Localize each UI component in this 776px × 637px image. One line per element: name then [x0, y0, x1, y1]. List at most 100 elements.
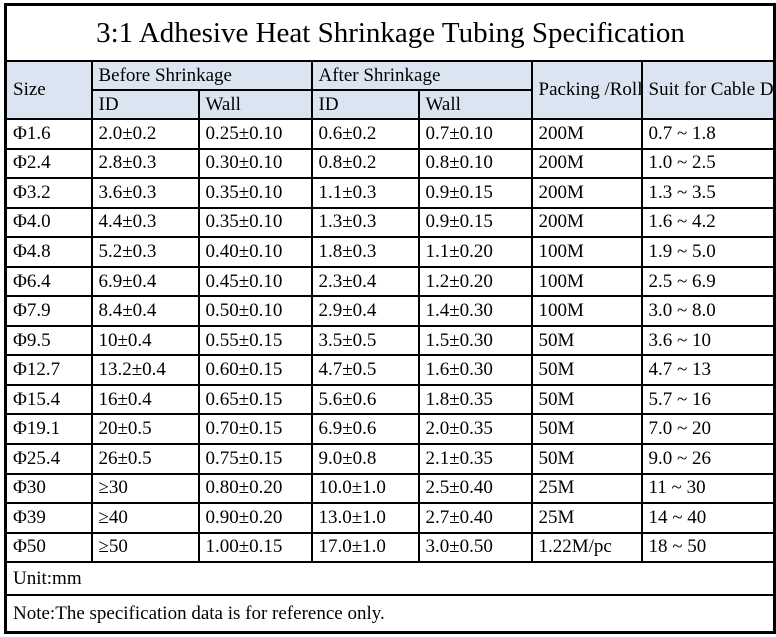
spec-table: 3:1 Adhesive Heat Shrinkage Tubing Speci… — [4, 3, 776, 634]
cell-before-id: ≥40 — [90, 502, 200, 534]
cell-before-id: 2.8±0.3 — [90, 147, 200, 180]
unit-row: Unit:mm — [4, 561, 776, 597]
cell-cable-range: 3.6 ~ 10 — [640, 324, 776, 357]
cell-packing-roll: 100M — [530, 295, 643, 327]
table-row: Φ12.7 13.2±0.4 0.60±0.15 4.7±0.5 1.6±0.30 50M… — [4, 354, 776, 386]
header-row-sub: ID Wall ID Wall — [6, 89, 775, 120]
cell-after-id: 9.0±0.8 — [310, 443, 420, 475]
col-header-after-shrinkage: After Shrinkage — [310, 60, 533, 91]
cell-after-wall: 1.5±0.30 — [417, 324, 533, 357]
cell-after-wall: 3.0±0.50 — [417, 531, 533, 564]
cell-cable-range: 9.0 ~ 26 — [640, 443, 776, 475]
cell-cable-range: 14 ~ 40 — [640, 502, 776, 534]
cell-packing-roll: 100M — [530, 265, 643, 298]
cell-packing-roll: 50M — [530, 383, 643, 416]
col-header-before-shrinkage: Before Shrinkage — [90, 60, 313, 91]
cell-after-id: 1.3±0.3 — [310, 206, 420, 239]
cell-cable-range: 18 ~ 50 — [640, 531, 776, 564]
cell-before-id: 13.2±0.4 — [90, 354, 200, 386]
cell-after-wall: 2.7±0.40 — [417, 502, 533, 534]
table-row: Φ3.2 3.6±0.3 0.35±0.10 1.1±0.3 0.9±0.15 200M 1… — [4, 177, 776, 209]
cell-size: Φ15.4 — [4, 383, 93, 416]
cell-packing-roll: 200M — [530, 147, 643, 180]
cell-before-wall: 0.35±0.10 — [197, 177, 313, 209]
cell-before-id: 10±0.4 — [90, 324, 200, 357]
table-row: Φ4.8 5.2±0.3 0.40±0.10 1.8±0.3 1.1±0.20 100M 1… — [4, 236, 776, 268]
col-header-size: Size — [4, 60, 93, 120]
col-header-before-id: ID — [90, 89, 200, 120]
cell-before-wall: 1.00±0.15 — [197, 531, 313, 564]
cell-cable-range: 1.3 ~ 3.5 — [640, 177, 776, 209]
cell-before-wall: 0.45±0.10 — [197, 265, 313, 298]
cell-before-wall: 0.25±0.10 — [197, 118, 313, 150]
table-row: Φ9.5 10±0.4 0.55±0.15 3.5±0.5 1.5±0.30 50M 3.6… — [4, 324, 776, 357]
cell-after-id: 0.8±0.2 — [310, 147, 420, 180]
cell-after-wall: 0.8±0.10 — [417, 147, 533, 180]
table-row: Φ19.1 20±0.5 0.70±0.15 6.9±0.6 2.0±0.35 50M 7.… — [4, 413, 776, 446]
cell-size: Φ1.6 — [4, 118, 93, 150]
table-row: Φ39 ≥40 0.90±0.20 13.0±1.0 2.7±0.40 25M 14 ~ 4… — [4, 502, 776, 534]
page-title: 3:1 Adhesive Heat Shrinkage Tubing Speci… — [4, 3, 776, 62]
cell-before-wall: 0.40±0.10 — [197, 236, 313, 268]
table-row: Φ30 ≥30 0.80±0.20 10.0±1.0 2.5±0.40 25M 11 ~ 3… — [4, 472, 776, 505]
table-row: Φ2.4 2.8±0.3 0.30±0.10 0.8±0.2 0.8±0.10 200M 1… — [4, 147, 776, 180]
cell-size: Φ4.0 — [4, 206, 93, 239]
reference-note: Note:The specification data is for refer… — [4, 594, 776, 634]
cell-before-id: 6.9±0.4 — [90, 265, 200, 298]
col-header-after-id: ID — [310, 89, 420, 120]
cell-before-id: 2.0±0.2 — [90, 118, 200, 150]
cell-packing-roll: 25M — [530, 472, 643, 505]
cell-after-id: 2.3±0.4 — [310, 265, 420, 298]
cell-after-wall: 0.7±0.10 — [417, 118, 533, 150]
cell-size: Φ9.5 — [4, 324, 93, 357]
cell-cable-range: 5.7 ~ 16 — [640, 383, 776, 416]
cell-size: Φ2.4 — [4, 147, 93, 180]
cell-packing-roll: 200M — [530, 118, 643, 150]
cell-packing-roll: 50M — [530, 324, 643, 357]
cell-before-id: 3.6±0.3 — [90, 177, 200, 209]
cell-after-id: 1.1±0.3 — [310, 177, 420, 209]
cell-after-wall: 0.9±0.15 — [417, 177, 533, 209]
cell-after-id: 17.0±1.0 — [310, 531, 420, 564]
cell-cable-range: 2.5 ~ 6.9 — [640, 265, 776, 298]
cell-size: Φ4.8 — [4, 236, 93, 268]
table-row: Φ1.6 2.0±0.2 0.25±0.10 0.6±0.2 0.7±0.10 200M 0… — [4, 118, 776, 150]
cell-size: Φ6.4 — [4, 265, 93, 298]
cell-before-id: 16±0.4 — [90, 383, 200, 416]
cell-cable-range: 1.9 ~ 5.0 — [640, 236, 776, 268]
cell-before-id: 5.2±0.3 — [90, 236, 200, 268]
table-row: Φ7.9 8.4±0.4 0.50±0.10 2.9±0.4 1.4±0.30 100M 3… — [4, 295, 776, 327]
cell-after-wall: 1.1±0.20 — [417, 236, 533, 268]
cell-size: Φ25.4 — [4, 443, 93, 475]
cell-before-wall: 0.90±0.20 — [197, 502, 313, 534]
cell-size: Φ12.7 — [4, 354, 93, 386]
cell-cable-range: 4.7 ~ 13 — [640, 354, 776, 386]
col-header-packing-roll: Packing /Roll — [530, 60, 643, 120]
cell-before-id: 8.4±0.4 — [90, 295, 200, 327]
cell-after-id: 10.0±1.0 — [310, 472, 420, 505]
table-body: Φ1.6 2.0±0.2 0.25±0.10 0.6±0.2 0.7±0.10 200M 0… — [4, 118, 776, 564]
cell-packing-roll: 100M — [530, 236, 643, 268]
note-row: Note:The specification data is for refer… — [4, 594, 776, 634]
table-row: Φ6.4 6.9±0.4 0.45±0.10 2.3±0.4 1.2±0.20 100M 2… — [4, 265, 776, 298]
cell-cable-range: 1.0 ~ 2.5 — [640, 147, 776, 180]
cell-before-wall: 0.80±0.20 — [197, 472, 313, 505]
cell-cable-range: 1.6 ~ 4.2 — [640, 206, 776, 239]
title-row: 3:1 Adhesive Heat Shrinkage Tubing Speci… — [4, 3, 776, 62]
cell-after-wall: 1.2±0.20 — [417, 265, 533, 298]
cell-after-id: 2.9±0.4 — [310, 295, 420, 327]
cell-size: Φ3.2 — [4, 177, 93, 209]
cell-before-wall: 0.65±0.15 — [197, 383, 313, 416]
cell-cable-range: 7.0 ~ 20 — [640, 413, 776, 446]
cell-packing-roll: 1.22M/pc — [530, 531, 643, 564]
cell-after-id: 5.6±0.6 — [310, 383, 420, 416]
cell-after-id: 13.0±1.0 — [310, 502, 420, 534]
cell-size: Φ7.9 — [4, 295, 93, 327]
cell-after-id: 4.7±0.5 — [310, 354, 420, 386]
cell-before-id: 20±0.5 — [90, 413, 200, 446]
unit-note: Unit:mm — [4, 561, 776, 597]
cell-after-wall: 2.1±0.35 — [417, 443, 533, 475]
cell-after-wall: 1.6±0.30 — [417, 354, 533, 386]
cell-cable-range: 11 ~ 30 — [640, 472, 776, 505]
cell-size: Φ39 — [4, 502, 93, 534]
